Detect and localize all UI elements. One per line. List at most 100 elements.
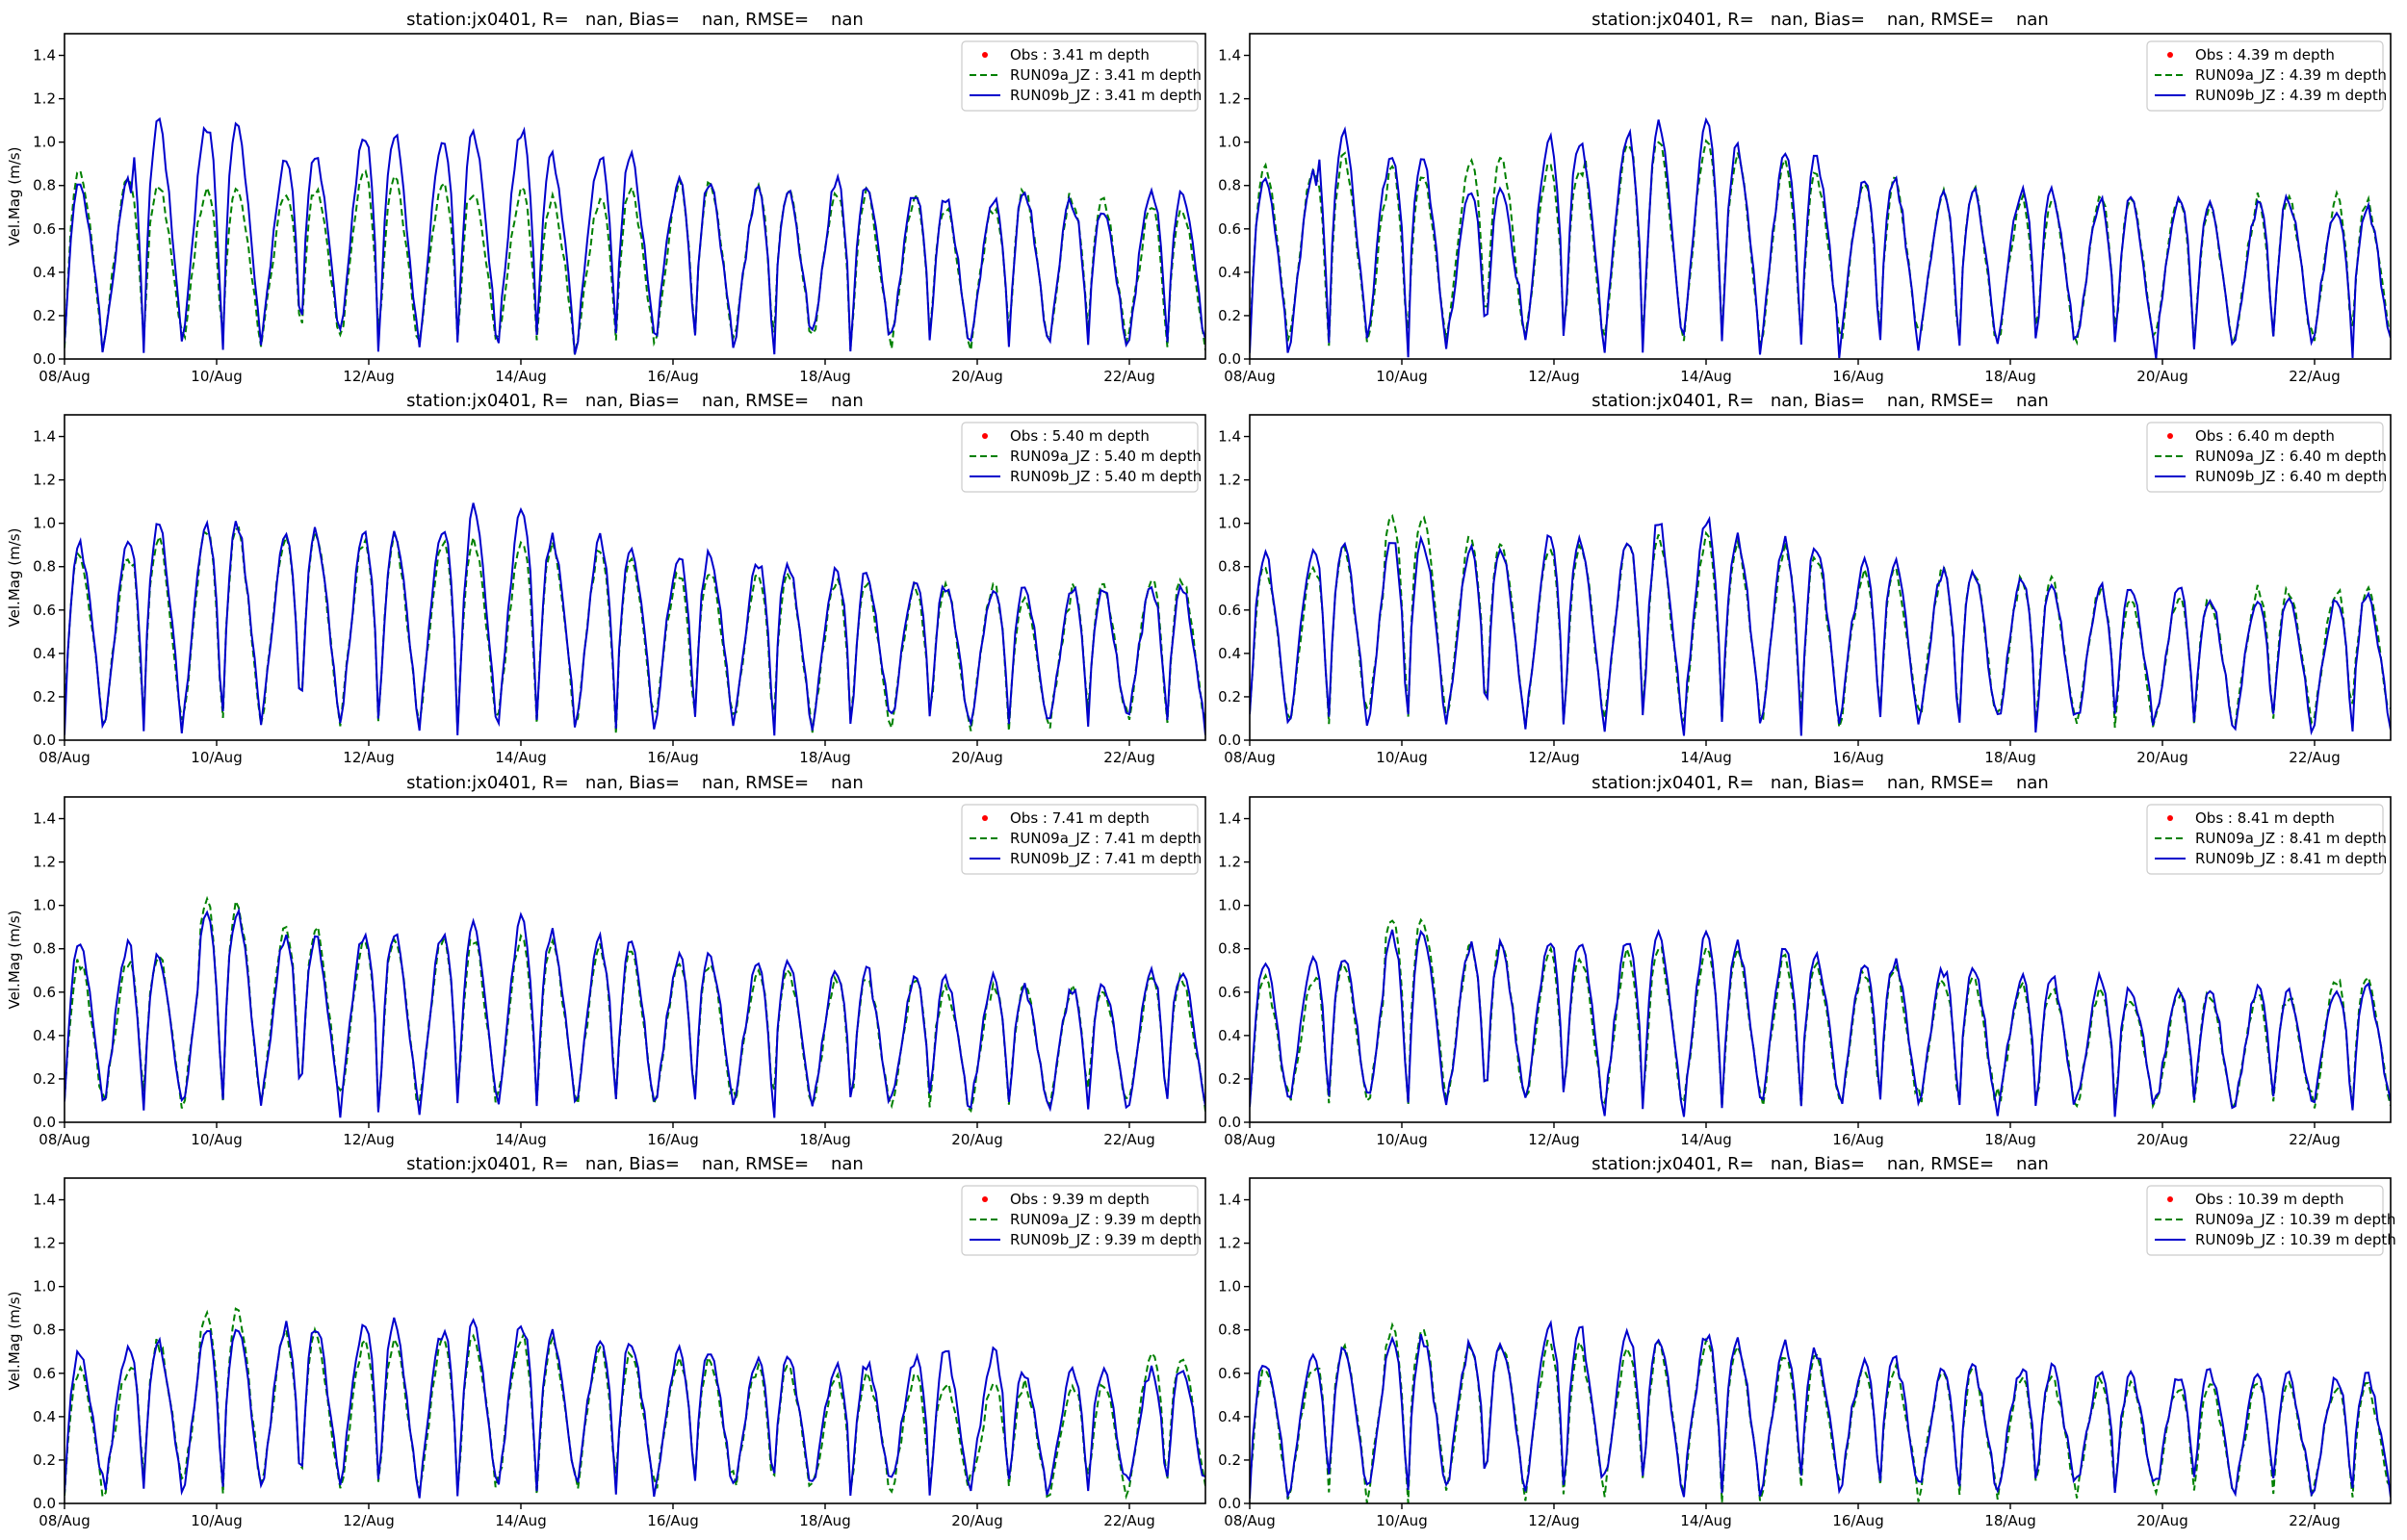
y-tick-label: 0.0 [33, 1114, 56, 1131]
legend-entry-label: RUN09a_JZ : 9.39 m depth [1010, 1211, 1202, 1229]
y-tick-label: 0.4 [33, 1408, 56, 1425]
x-tick-label: 14/Aug [1680, 1131, 1731, 1148]
x-tick-label: 08/Aug [1224, 1131, 1275, 1148]
plot-frame [64, 1177, 1206, 1504]
x-tick-label: 18/Aug [1984, 749, 2035, 766]
x-tick-label: 16/Aug [647, 368, 698, 385]
run09a-series-line [65, 1307, 1205, 1501]
legend: Obs : 7.41 m depth RUN09a_JZ : 7.41 m dep… [961, 804, 1202, 875]
legend-box [961, 40, 1199, 112]
legend-entry-label: Obs : 6.40 m depth [2195, 427, 2335, 445]
y-tick-label: 0.2 [33, 307, 56, 324]
y-tick-label: 0.8 [1218, 940, 1241, 958]
x-tick-label: 08/Aug [39, 1512, 90, 1529]
legend-entry-label: RUN09a_JZ : 4.39 m depth [2195, 66, 2387, 85]
y-tick-label: 0.0 [1218, 732, 1241, 749]
legend-entry-label: RUN09a_JZ : 7.41 m depth [1010, 830, 1202, 848]
panel-title: station:jx0401, R= nan, Bias= nan, RMSE=… [1592, 10, 2049, 30]
series-lines [65, 1307, 1205, 1501]
y-tick-label: 0.0 [1218, 1495, 1241, 1512]
plot-frame [1249, 796, 2392, 1123]
legend-entry-label: Obs : 7.41 m depth [1010, 809, 1150, 827]
y-tick-label: 0.6 [1218, 602, 1241, 619]
y-tick-label: 0.2 [1218, 307, 1241, 324]
legend-entry-label: Obs : 9.39 m depth [1010, 1191, 1150, 1208]
legend: Obs : 5.40 m depth RUN09a_JZ : 5.40 m dep… [961, 422, 1202, 493]
legend-entry-label: RUN09b_JZ : 7.41 m depth [1010, 850, 1202, 868]
y-tick-label: 1.0 [33, 515, 56, 532]
x-tick-label: 22/Aug [2289, 749, 2340, 766]
series-lines [65, 116, 1205, 355]
x-tick-label: 16/Aug [647, 749, 698, 766]
y-tick-label: 1.0 [33, 134, 56, 151]
x-tick-label: 20/Aug [951, 749, 1002, 766]
legend-entry-label: Obs : 8.41 m depth [2195, 809, 2335, 827]
x-tick-label: 12/Aug [343, 1131, 394, 1148]
x-tick-label: 18/Aug [799, 1131, 850, 1148]
x-tick-label: 16/Aug [1832, 368, 1883, 385]
legend: Obs : 3.41 m depth RUN09a_JZ : 3.41 m dep… [961, 40, 1202, 112]
x-tick-label: 10/Aug [191, 1512, 242, 1529]
legend-entry-label: RUN09b_JZ : 10.39 m depth [2195, 1231, 2396, 1249]
run09b-series-line [1250, 1320, 2391, 1500]
legend-entry-label: RUN09b_JZ : 8.41 m depth [2195, 850, 2387, 868]
y-tick-label: 1.4 [1218, 1192, 1241, 1209]
x-tick-label: 12/Aug [1528, 749, 1579, 766]
legend-entry-label: RUN09a_JZ : 5.40 m depth [1010, 448, 1202, 466]
x-tick-label: 16/Aug [1832, 1131, 1883, 1148]
legend-box [2146, 804, 2384, 875]
obs-legend-marker [982, 52, 988, 58]
legend-box [2146, 1185, 2384, 1256]
x-tick-label: 18/Aug [1984, 368, 2035, 385]
y-axis-label: Vel.Mag (m/s) [6, 1292, 23, 1391]
series-lines [65, 502, 1205, 736]
y-tick-label: 0.4 [1218, 645, 1241, 662]
y-tick-label: 0.4 [1218, 1408, 1241, 1425]
x-tick-label: 12/Aug [1528, 1512, 1579, 1529]
x-tick-label: 18/Aug [1984, 1131, 2035, 1148]
obs-legend-marker [2167, 1196, 2173, 1202]
y-tick-label: 0.2 [33, 688, 56, 706]
x-tick-label: 12/Aug [343, 368, 394, 385]
run09b-series-line [1250, 515, 2391, 736]
x-tick-label: 22/Aug [1103, 368, 1154, 385]
y-tick-label: 0.4 [33, 645, 56, 662]
x-tick-label: 14/Aug [1680, 749, 1731, 766]
y-tick-label: 0.4 [1218, 1027, 1241, 1044]
x-tick-label: 14/Aug [495, 1131, 546, 1148]
y-tick-label: 0.0 [33, 732, 56, 749]
y-tick-label: 0.8 [1218, 558, 1241, 576]
legend-entry-label: RUN09b_JZ : 9.39 m depth [1010, 1231, 1202, 1249]
y-tick-label: 1.2 [33, 854, 56, 871]
x-tick-label: 10/Aug [1376, 1131, 1427, 1148]
legend: Obs : 6.40 m depth RUN09a_JZ : 6.40 m dep… [2146, 422, 2387, 493]
legend-box [961, 1185, 1199, 1256]
x-tick-label: 22/Aug [1103, 749, 1154, 766]
y-tick-label: 0.2 [1218, 688, 1241, 706]
plot-frame [64, 796, 1206, 1123]
y-tick-label: 0.2 [33, 1451, 56, 1469]
legend-box [2146, 422, 2384, 493]
series-lines [1250, 116, 2391, 359]
panel-title: station:jx0401, R= nan, Bias= nan, RMSE=… [1592, 773, 2049, 793]
y-tick-label: 0.2 [33, 1070, 56, 1088]
y-tick-label: 1.2 [33, 472, 56, 489]
run09b-series-line [65, 502, 1205, 736]
legend: Obs : 9.39 m depth RUN09a_JZ : 9.39 m dep… [961, 1185, 1202, 1256]
chart-panel-1: station:jx0401, R= nan, Bias= nan, RMSE=… [6, 10, 1206, 385]
legend-entry-label: Obs : 4.39 m depth [2195, 46, 2335, 64]
chart-panel-2: station:jx0401, R= nan, Bias= nan, RMSE=… [1218, 10, 2392, 385]
obs-legend-marker [982, 433, 988, 439]
y-axis-label: Vel.Mag (m/s) [6, 911, 23, 1010]
legend: Obs : 8.41 m depth RUN09a_JZ : 8.41 m dep… [2146, 804, 2387, 875]
chart-panel-4: station:jx0401, R= nan, Bias= nan, RMSE=… [1218, 391, 2392, 766]
x-tick-label: 10/Aug [191, 1131, 242, 1148]
chart-panel-3: station:jx0401, R= nan, Bias= nan, RMSE=… [6, 391, 1206, 766]
legend-box [961, 804, 1199, 875]
legend-entry-label: Obs : 5.40 m depth [1010, 427, 1150, 445]
panel-title: station:jx0401, R= nan, Bias= nan, RMSE=… [406, 1154, 864, 1174]
y-tick-label: 0.4 [33, 264, 56, 281]
x-tick-label: 22/Aug [1103, 1512, 1154, 1529]
y-tick-label: 1.4 [1218, 810, 1241, 828]
